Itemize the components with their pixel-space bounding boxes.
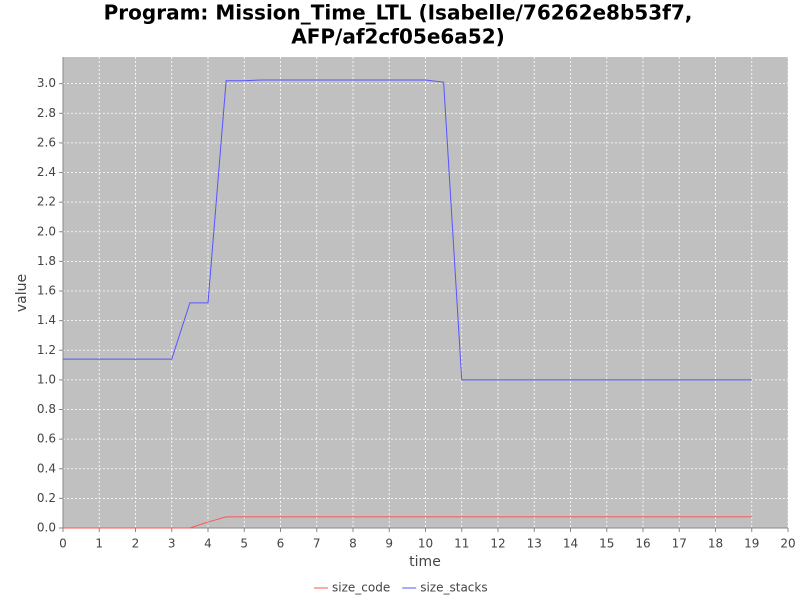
y-tick-label: 1.0 (37, 372, 56, 386)
x-tick-label: 20 (780, 537, 795, 551)
x-tick-label: 6 (277, 537, 285, 551)
y-tick-label: 1.6 (37, 284, 56, 298)
x-tick-label: 4 (204, 537, 212, 551)
x-tick-label: 0 (59, 537, 67, 551)
x-tick-label: 15 (599, 537, 614, 551)
x-tick-label: 3 (168, 537, 176, 551)
x-tick-label: 19 (744, 537, 759, 551)
y-axis-label: value (14, 274, 30, 312)
series-line (63, 79, 752, 381)
legend-label: size_stacks (420, 581, 487, 595)
y-tick-label: 1.4 (37, 313, 56, 327)
y-tick-label: 0.0 (37, 521, 56, 535)
x-tick-label: 2 (132, 537, 140, 551)
series-line (63, 516, 752, 529)
x-tick-label: 1 (95, 537, 103, 551)
legend: size_code size_stacks (314, 581, 488, 595)
y-tick-label: 0.6 (37, 432, 56, 446)
legend-label: size_code (332, 581, 390, 595)
y-tick-label: 2.4 (37, 165, 56, 179)
y-tick-label: 0.2 (37, 491, 56, 505)
chart-title: Program: Mission_Time_LTL (Isabelle/7626… (104, 1, 693, 25)
x-tick-label: 9 (385, 537, 393, 551)
x-tick-label: 12 (490, 537, 505, 551)
x-tick-label: 10 (418, 537, 433, 551)
y-tick-label: 2.6 (37, 135, 56, 149)
x-axis-label: time (409, 554, 441, 570)
y-tick-label: 0.8 (37, 402, 56, 416)
chart-title: AFP/af2cf05e6a52) (291, 25, 505, 49)
y-tick-label: 2.8 (37, 106, 56, 120)
x-tick-label: 13 (527, 537, 542, 551)
x-tick-label: 8 (349, 537, 357, 551)
x-tick-label: 17 (672, 537, 687, 551)
x-tick-label: 14 (563, 537, 578, 551)
x-tick-label: 18 (708, 537, 723, 551)
x-tick-label: 5 (240, 537, 248, 551)
y-tick-label: 1.2 (37, 343, 56, 357)
x-tick-label: 16 (635, 537, 650, 551)
x-tick-label: 11 (454, 537, 469, 551)
y-tick-label: 2.0 (37, 224, 56, 238)
y-tick-label: 1.8 (37, 254, 56, 268)
y-tick-label: 0.4 (37, 461, 56, 475)
y-tick-label: 2.2 (37, 195, 56, 209)
y-tick-label: 3.0 (37, 76, 56, 90)
x-tick-label: 7 (313, 537, 321, 551)
